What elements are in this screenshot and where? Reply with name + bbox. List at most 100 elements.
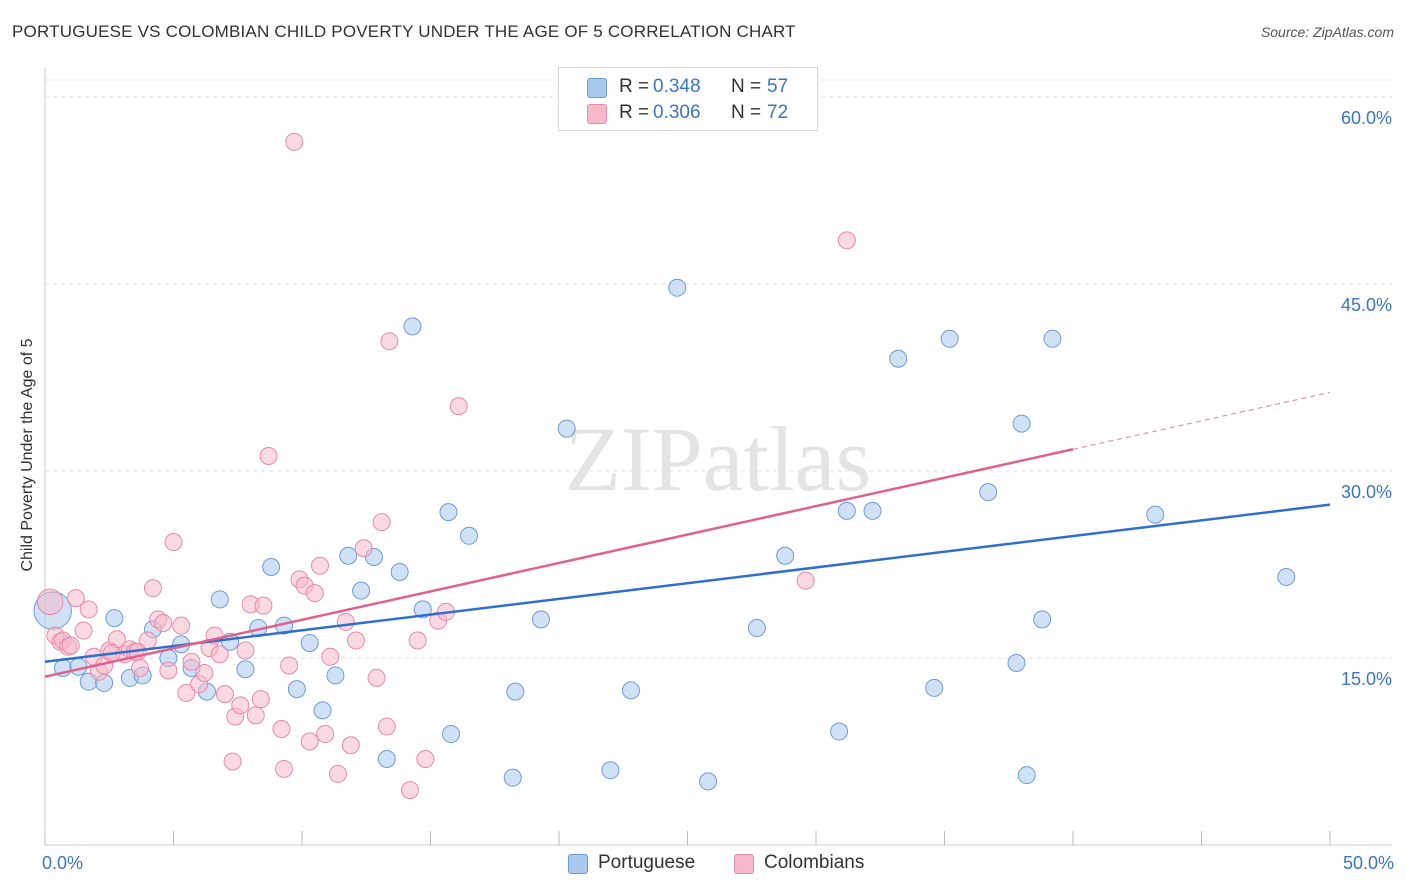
legend-r-value: 0.348 — [653, 76, 701, 97]
colombian-point — [377, 717, 396, 736]
colombian-point — [195, 663, 214, 682]
legend-n-label: N = — [731, 76, 762, 97]
legend-r-value: 0.306 — [653, 102, 701, 123]
colombian-point — [74, 621, 93, 640]
portuguese-point — [262, 557, 281, 576]
portuguese-point — [287, 680, 306, 699]
colombian-point — [182, 652, 201, 671]
legend-n-value: 72 — [767, 102, 789, 123]
colombian-point — [259, 447, 278, 466]
portuguese-point — [352, 581, 371, 600]
portuguese-point — [557, 419, 576, 438]
colombian-point — [210, 645, 229, 664]
portuguese-point — [210, 590, 229, 609]
legend-n-value: 57 — [767, 76, 789, 97]
portuguese-point — [1146, 505, 1165, 524]
y-tick-label: 45.0% — [1341, 295, 1392, 315]
colombian-trend-line — [44, 448, 1074, 678]
colombian-point — [154, 614, 173, 633]
colombian-trend-extension — [1072, 391, 1331, 450]
axes — [44, 68, 1392, 846]
colombian-point — [408, 631, 427, 650]
watermark: ZIPatlas — [565, 408, 872, 510]
portuguese-point — [925, 678, 944, 697]
colombian-point — [61, 636, 80, 655]
x-tick-label-max: 50.0% — [1342, 853, 1394, 873]
colombians-swatch — [587, 104, 607, 124]
correlation-legend: R = 0.348 N = 57 R = 0.306 N = 72 — [558, 67, 818, 131]
portuguese-point — [1007, 653, 1026, 672]
portuguese-point — [979, 483, 998, 502]
colombian-point — [316, 725, 335, 744]
portuguese-point — [776, 546, 795, 565]
colombian-point — [254, 596, 273, 615]
portuguese-point — [339, 546, 358, 565]
colombian-point — [372, 513, 391, 532]
colombians-label: Colombians — [764, 852, 865, 873]
colombian-point — [300, 732, 319, 751]
legend-r-label: R = — [619, 76, 650, 97]
portuguese-point — [830, 722, 849, 741]
portuguese-point — [236, 660, 255, 679]
colombian-point — [328, 764, 347, 783]
portuguese-point — [313, 701, 332, 720]
x-tick-label-min: 0.0% — [42, 853, 84, 873]
trend-lines — [44, 391, 1331, 678]
colombian-point — [336, 612, 355, 631]
colombian-point — [236, 641, 255, 660]
portuguese-label: Portuguese — [598, 852, 696, 873]
colombian-point — [305, 584, 324, 603]
colombian-point — [177, 683, 196, 702]
portuguese-point — [413, 600, 432, 619]
colombian-point — [143, 579, 162, 598]
colombian-point — [66, 589, 85, 608]
portuguese-point — [460, 526, 479, 545]
colombian-point — [321, 647, 340, 666]
y-tick-label: 30.0% — [1341, 482, 1392, 502]
colombian-point — [246, 706, 265, 725]
portuguese-point — [403, 317, 422, 336]
colombians-swatch — [734, 854, 754, 874]
portuguese-point — [837, 501, 856, 520]
portuguese-swatch — [568, 854, 588, 874]
portuguese-point — [940, 329, 959, 348]
portuguese-point — [1012, 414, 1031, 433]
portuguese-point — [439, 503, 458, 522]
colombian-point — [231, 696, 250, 715]
y-axis-label: Child Poverty Under the Age of 5 — [19, 338, 36, 572]
legend-r-label: R = — [619, 102, 650, 123]
chart-title: PORTUGUESE VS COLOMBIAN CHILD POVERTY UN… — [12, 22, 796, 41]
portuguese-point — [699, 772, 718, 791]
portuguese-point — [1277, 567, 1296, 586]
colombian-point — [164, 533, 183, 552]
grid-lines — [45, 79, 1392, 659]
colombian-point — [285, 132, 304, 151]
colombian-point — [275, 759, 294, 778]
portuguese-point — [668, 278, 687, 297]
portuguese-point — [889, 349, 908, 368]
colombian-point — [400, 781, 419, 800]
portuguese-swatch — [587, 78, 607, 98]
portuguese-trend-line — [44, 503, 1331, 663]
colombian-point — [367, 668, 386, 687]
y-tick-label: 15.0% — [1341, 669, 1392, 689]
colombian-point — [159, 661, 178, 680]
y-tick-label: 60.0% — [1341, 108, 1392, 128]
colombian-point — [131, 658, 150, 677]
source-label: Source: ZipAtlas.com — [1260, 24, 1394, 40]
colombian-point — [310, 556, 329, 575]
portuguese-point — [300, 634, 319, 653]
colombian-point — [272, 720, 291, 739]
portuguese-point — [747, 619, 766, 638]
portuguese-point — [1033, 610, 1052, 629]
portuguese-point — [503, 768, 522, 787]
data-points — [33, 132, 1296, 800]
colombian-point — [172, 616, 191, 635]
portuguese-point — [442, 725, 461, 744]
portuguese-point — [863, 501, 882, 520]
colombian-point — [223, 752, 242, 771]
colombian-point — [380, 332, 399, 351]
portuguese-point — [390, 562, 409, 581]
portuguese-point — [326, 666, 345, 685]
portuguese-point — [1043, 329, 1062, 348]
